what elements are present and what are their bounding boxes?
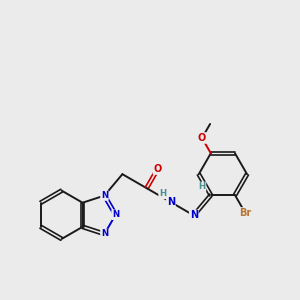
Text: N: N (101, 230, 108, 238)
Text: O: O (154, 164, 162, 174)
Text: N: N (167, 197, 175, 207)
Text: Br: Br (239, 208, 251, 218)
Text: H: H (198, 182, 206, 191)
Text: N: N (112, 210, 119, 219)
Text: N: N (190, 210, 198, 220)
Text: H: H (159, 189, 166, 198)
Text: O: O (198, 133, 206, 143)
Text: N: N (101, 191, 108, 200)
